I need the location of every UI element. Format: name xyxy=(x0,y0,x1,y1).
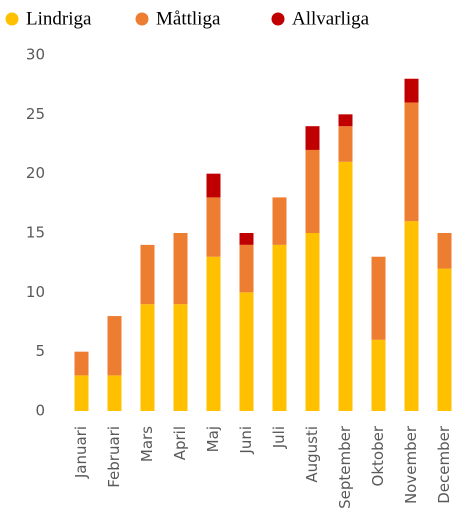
bar-segment xyxy=(437,233,452,269)
bar-segment xyxy=(173,233,188,305)
y-tick-label: 5 xyxy=(35,342,45,360)
x-tick-label: September xyxy=(336,425,354,509)
bar-segment xyxy=(239,244,254,293)
bar-segment xyxy=(305,126,320,150)
x-tick-label: Mars xyxy=(138,426,156,462)
bar-segment xyxy=(338,114,353,127)
bar-segment xyxy=(206,173,221,198)
x-tick-label: Oktober xyxy=(369,425,387,486)
x-tick-label: Februari xyxy=(105,426,123,488)
bar-segment xyxy=(404,78,419,103)
bar-segment xyxy=(404,221,419,411)
y-tick-label: 10 xyxy=(26,283,45,301)
bar-segment xyxy=(239,233,254,245)
legend-label: Lindriga xyxy=(26,8,92,29)
bar-segment xyxy=(206,197,221,257)
bar-segment xyxy=(140,244,155,305)
bar-segment xyxy=(404,102,419,222)
bar-segment xyxy=(140,304,155,411)
bar-segment xyxy=(272,197,287,245)
bar-segment xyxy=(107,316,122,376)
x-tick-label: Juni xyxy=(237,426,255,455)
legend-marker xyxy=(135,12,149,26)
x-tick-label: Januari xyxy=(72,426,90,479)
bar-segment xyxy=(338,161,353,411)
bar-segment xyxy=(74,351,89,376)
bar-segment xyxy=(173,304,188,411)
y-tick-label: 20 xyxy=(26,164,45,182)
x-tick-label: Augusti xyxy=(303,426,321,483)
x-tick-label: April xyxy=(171,426,189,460)
bar-segment xyxy=(305,149,320,233)
bar-segment xyxy=(206,256,221,411)
bar-segment xyxy=(371,339,386,411)
legend-label: Allvarliga xyxy=(292,8,370,29)
bar-segment xyxy=(107,375,122,411)
bar-segment xyxy=(437,268,452,411)
y-tick-label: 30 xyxy=(26,46,45,64)
bar-segment xyxy=(338,126,353,162)
legend-label: Måttliga xyxy=(156,8,221,29)
y-tick-label: 15 xyxy=(26,224,45,242)
legend-marker xyxy=(5,12,19,26)
bar-segment xyxy=(239,292,254,411)
bar-segment xyxy=(272,244,287,411)
x-tick-label: November xyxy=(402,425,420,504)
bar-segment xyxy=(74,375,89,411)
x-tick-label: Maj xyxy=(204,426,222,452)
bar-segment xyxy=(305,233,320,411)
y-tick-label: 0 xyxy=(35,402,45,420)
x-tick-label: December xyxy=(435,425,453,504)
x-tick-label: Juli xyxy=(270,426,288,449)
bar-segment xyxy=(371,256,386,340)
y-tick-label: 25 xyxy=(26,105,45,123)
legend-marker xyxy=(271,12,285,26)
